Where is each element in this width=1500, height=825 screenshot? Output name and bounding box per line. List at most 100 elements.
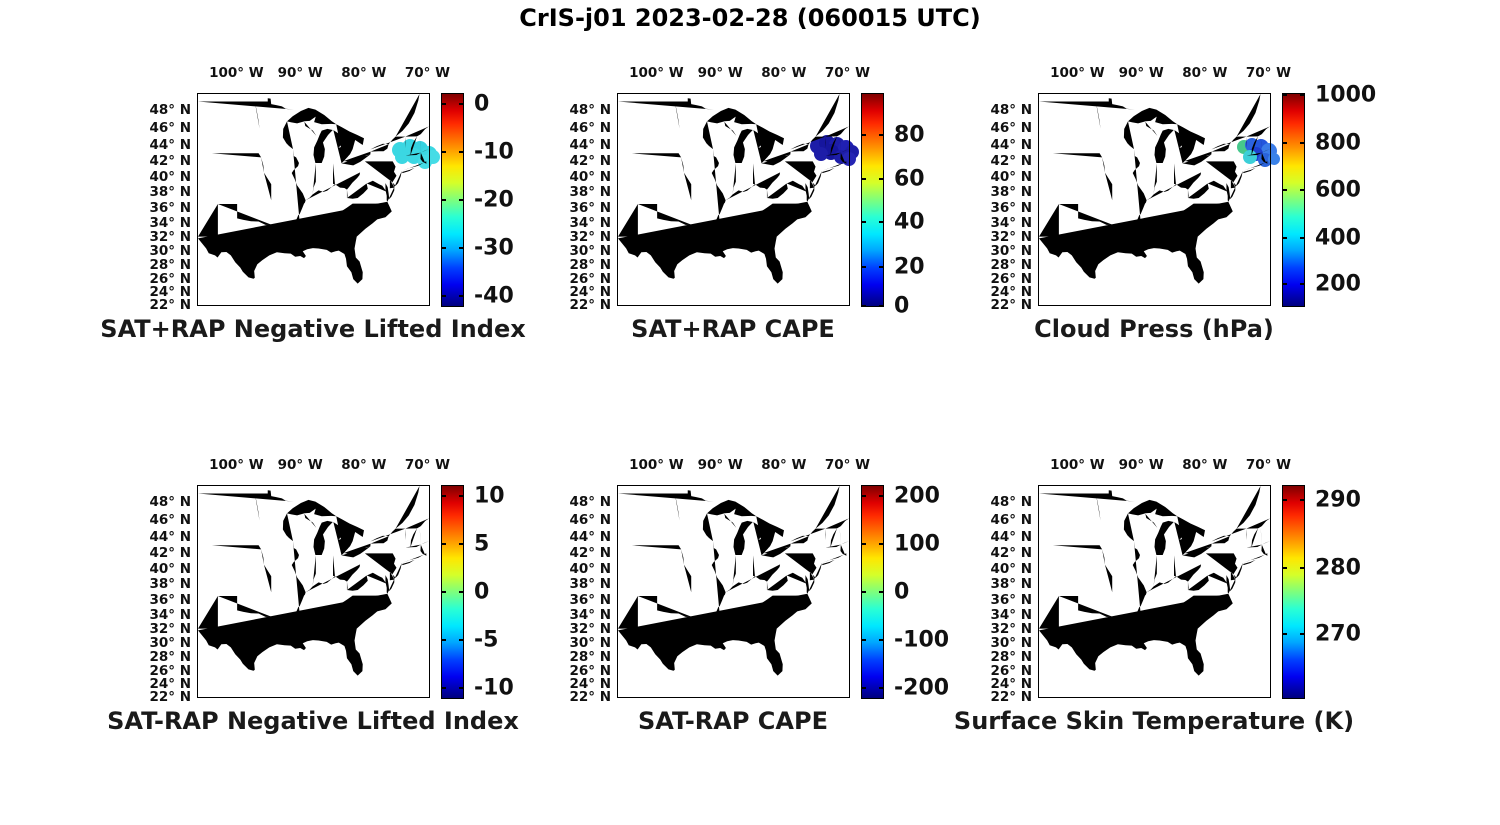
colorbar-tick-label-1: 60 bbox=[894, 166, 925, 192]
colorbar-tick-label-2: 0 bbox=[474, 579, 490, 605]
lat-tick-label-13: 22° N bbox=[990, 688, 1032, 705]
lat-tick-label-6: 36° N bbox=[990, 199, 1032, 216]
colorbar-tick-mark-0 bbox=[861, 134, 866, 137]
colorbar-tick-label-4: 200 bbox=[1315, 271, 1361, 297]
colorbar-tick-mark-r-4 bbox=[459, 295, 464, 298]
colorbar-tick-mark-r-1 bbox=[459, 542, 464, 545]
colorbar-tick-label-2: 0 bbox=[894, 579, 910, 605]
colorbar-tick-mark-r-1 bbox=[1300, 142, 1305, 145]
lat-tick-label-3: 42° N bbox=[149, 152, 191, 169]
lat-tick-label-2: 44° N bbox=[149, 136, 191, 153]
lon-tick-label-0: 100° W bbox=[1050, 457, 1105, 473]
colorbar-tick-label-1: 280 bbox=[1315, 555, 1361, 581]
lat-tick-label-4: 40° N bbox=[569, 561, 611, 578]
lat-tick-label-12: 24° N bbox=[569, 283, 611, 300]
colorbar-tick-label-2: 40 bbox=[894, 209, 925, 235]
colorbar-jet bbox=[1282, 93, 1305, 307]
lat-tick-label-10: 28° N bbox=[990, 256, 1032, 273]
colorbar-tick-mark-r-2 bbox=[459, 199, 464, 201]
colorbar-tick-mark-2 bbox=[861, 221, 866, 224]
lat-tick-label-2: 44° N bbox=[990, 136, 1032, 153]
us-map-outline-svg bbox=[198, 486, 429, 676]
colorbar-tick-label-1: 5 bbox=[474, 531, 490, 557]
colorbar-tick-label-1: -10 bbox=[474, 139, 514, 165]
lat-tick-label-0: 48° N bbox=[149, 493, 191, 510]
colorbar-tick-mark-1 bbox=[861, 177, 866, 180]
lat-tick-label-3: 42° N bbox=[569, 152, 611, 169]
us-map bbox=[617, 93, 850, 306]
lat-tick-label-7: 34° N bbox=[569, 606, 611, 623]
lat-tick-label-7: 34° N bbox=[990, 214, 1032, 231]
lon-tick-label-3: 70° W bbox=[824, 457, 870, 473]
lon-tick-label-2: 80° W bbox=[761, 65, 807, 81]
colorbar-tick-mark-0 bbox=[441, 102, 446, 105]
observation-dot-6 bbox=[1243, 150, 1257, 164]
lat-tick-label-1: 46° N bbox=[990, 511, 1032, 528]
lat-tick-label-8: 32° N bbox=[990, 620, 1032, 637]
lon-tick-label-2: 80° W bbox=[341, 65, 387, 81]
lat-tick-label-1: 46° N bbox=[149, 119, 191, 136]
colorbar-tick-mark-r-0 bbox=[459, 494, 464, 497]
lat-tick-label-11: 26° N bbox=[569, 270, 611, 287]
observation-dot-7 bbox=[814, 147, 828, 161]
lat-tick-label-1: 46° N bbox=[569, 119, 611, 136]
lat-tick-label-9: 30° N bbox=[990, 243, 1032, 260]
colorbar-tick-mark-r-3 bbox=[459, 247, 464, 250]
lat-tick-label-7: 34° N bbox=[990, 606, 1032, 623]
lon-tick-label-2: 80° W bbox=[341, 457, 387, 473]
scatter-dots-layer bbox=[617, 93, 859, 306]
lat-tick-label-9: 30° N bbox=[569, 243, 611, 260]
colorbar-tick-mark-r-0 bbox=[459, 102, 464, 105]
lat-tick-label-0: 48° N bbox=[990, 101, 1032, 118]
colorbar-tick-label-3: -5 bbox=[474, 627, 499, 653]
us-map-outline-svg bbox=[618, 486, 849, 676]
lon-tick-label-1: 90° W bbox=[1118, 457, 1164, 473]
lat-tick-label-6: 36° N bbox=[569, 199, 611, 216]
colorbar-tick-mark-1 bbox=[441, 150, 446, 153]
colorbar-tick-mark-r-4 bbox=[879, 687, 884, 690]
colorbar-tick-mark-1 bbox=[1282, 142, 1287, 145]
lat-tick-label-13: 22° N bbox=[149, 688, 191, 705]
scatter-dots-layer bbox=[1038, 93, 1280, 306]
observation-dot-7 bbox=[1268, 153, 1280, 165]
lon-tick-label-0: 100° W bbox=[629, 457, 684, 473]
colorbar-tick-label-3: -30 bbox=[474, 235, 514, 261]
panel-title: Surface Skin Temperature (K) bbox=[953, 707, 1355, 735]
us-map bbox=[197, 485, 430, 698]
lat-tick-label-9: 30° N bbox=[990, 635, 1032, 652]
lat-tick-label-12: 24° N bbox=[149, 283, 191, 300]
lon-tick-label-2: 80° W bbox=[761, 457, 807, 473]
lat-tick-label-5: 38° N bbox=[149, 576, 191, 593]
lat-tick-label-13: 22° N bbox=[569, 296, 611, 313]
lat-tick-label-6: 36° N bbox=[149, 591, 191, 608]
colorbar-tick-label-4: 0 bbox=[894, 293, 910, 319]
colorbar-tick-label-0: 80 bbox=[894, 122, 925, 148]
colorbar-tick-label-4: -40 bbox=[474, 283, 514, 309]
lat-tick-label-4: 40° N bbox=[149, 169, 191, 186]
colorbar-tick-label-4: -10 bbox=[474, 675, 514, 701]
lon-tick-label-0: 100° W bbox=[209, 457, 264, 473]
colorbar-tick-mark-3 bbox=[861, 639, 866, 642]
lat-tick-label-2: 44° N bbox=[990, 528, 1032, 545]
lat-tick-label-9: 30° N bbox=[149, 635, 191, 652]
lat-tick-label-10: 28° N bbox=[569, 256, 611, 273]
colorbar-tick-label-2: 600 bbox=[1315, 177, 1361, 203]
colorbar-tick-label-0: 290 bbox=[1315, 487, 1361, 513]
panel-title: SAT-RAP CAPE bbox=[638, 707, 828, 735]
figure-title: CrIS-j01 2023-02-28 (060015 UTC) bbox=[519, 4, 981, 32]
lat-tick-label-8: 32° N bbox=[990, 228, 1032, 245]
lat-tick-label-4: 40° N bbox=[990, 561, 1032, 578]
us-map-outline-svg bbox=[1039, 486, 1270, 676]
lon-tick-label-3: 70° W bbox=[1245, 457, 1291, 473]
lon-tick-label-2: 80° W bbox=[1182, 457, 1228, 473]
colorbar-tick-label-3: 20 bbox=[894, 254, 925, 280]
lat-tick-label-8: 32° N bbox=[149, 228, 191, 245]
colorbar-tick-mark-r-2 bbox=[879, 221, 884, 224]
colorbar-tick-label-0: 200 bbox=[894, 483, 940, 509]
lat-tick-label-2: 44° N bbox=[149, 528, 191, 545]
colorbar-tick-label-1: 100 bbox=[894, 531, 940, 557]
colorbar-tick-mark-2 bbox=[441, 199, 446, 201]
lon-tick-label-3: 70° W bbox=[824, 65, 870, 81]
lat-tick-label-3: 42° N bbox=[149, 544, 191, 561]
